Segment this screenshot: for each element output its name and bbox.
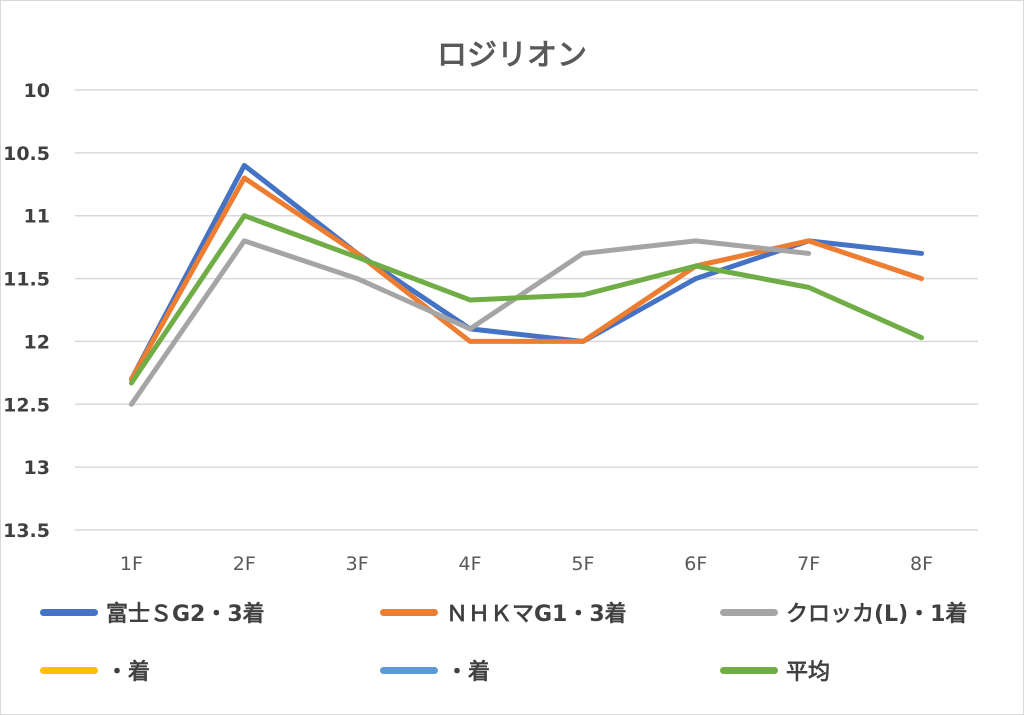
legend-swatch [720,608,778,616]
legend-label: クロッカ(L)・1着 [786,602,968,627]
series-line-0 [128,162,925,382]
x-tick-label: 8F [910,553,933,575]
y-tick-label: 10 [24,80,50,102]
legend-swatch [40,608,98,616]
y-tick-label: 12 [24,331,50,353]
legend-swatch [380,666,438,674]
series-lines [128,162,925,407]
x-axis-tick-labels: 1F 2F 3F 4F 5F 6F 7F 8F [120,553,933,575]
x-tick-label: 4F [459,553,482,575]
x-tick-label: 3F [346,553,369,575]
legend-label: 平均 [786,660,831,685]
x-tick-label: 1F [120,553,143,575]
legend-label: ・着 [446,660,491,685]
legend-swatch [720,666,778,674]
y-tick-label: 13 [24,457,50,479]
y-axis-tick-labels: 10 10.5 11 11.5 12 12.5 13 13.5 [3,80,50,542]
legend-label: 富士ＳG2・3着 [106,602,265,627]
chart-title: ロジリオン [437,38,587,73]
legend-item: クロッカ(L)・1着 [720,592,967,632]
legend-swatch [40,666,98,674]
legend-item: ＮＨＫマG1・3着 [380,592,627,632]
x-tick-label: 7F [797,553,820,575]
series-line-1 [128,175,925,382]
x-tick-label: 5F [571,553,594,575]
legend-item: 平均 [720,650,830,690]
x-tick-label: 6F [684,553,707,575]
y-tick-label: 10.5 [3,143,50,165]
series-line-5 [128,213,925,386]
plot-area: 10 10.5 11 11.5 12 12.5 13 13.5 1F 2F 3F 4F 5F 6F 7F 8… [3,80,978,575]
y-tick-label: 11 [24,206,50,228]
legend-item: ・着 [40,650,150,690]
legend-swatch [380,608,438,616]
legend-item: 富士ＳG2・3着 [40,592,265,632]
series-line-2 [128,238,812,407]
y-tick-label: 11.5 [3,269,50,291]
legend-label: ＮＨＫマG1・3着 [446,602,627,627]
legend-label: ・着 [106,660,151,685]
gridlines [75,89,978,531]
x-tick-label: 2F [233,553,256,575]
y-tick-label: 12.5 [3,394,50,416]
legend-item: ・着 [380,650,490,690]
y-tick-label: 13.5 [3,520,50,542]
